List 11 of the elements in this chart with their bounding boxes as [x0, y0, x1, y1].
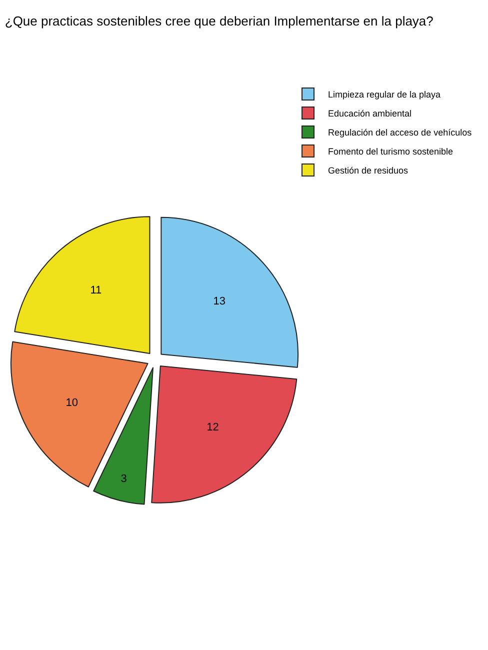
- legend-label: Educación ambiental: [328, 108, 412, 119]
- data-label: 11: [90, 284, 102, 296]
- data-label: 12: [206, 421, 219, 434]
- legend-label: Regulación del acceso de vehículos: [328, 128, 472, 138]
- data-label: 13: [213, 295, 226, 308]
- data-label: 10: [66, 397, 78, 410]
- legend-label: Limpieza regular de la playa: [328, 90, 441, 100]
- legend-label: Gestión de residuos: [328, 166, 409, 176]
- legend-label: Fomento del turismo sostenible: [328, 146, 454, 157]
- chart-title: ¿Que practicas sostenibles cree que deberian Implementarse en la playa?: [4, 13, 434, 28]
- data-label: 3: [120, 472, 127, 485]
